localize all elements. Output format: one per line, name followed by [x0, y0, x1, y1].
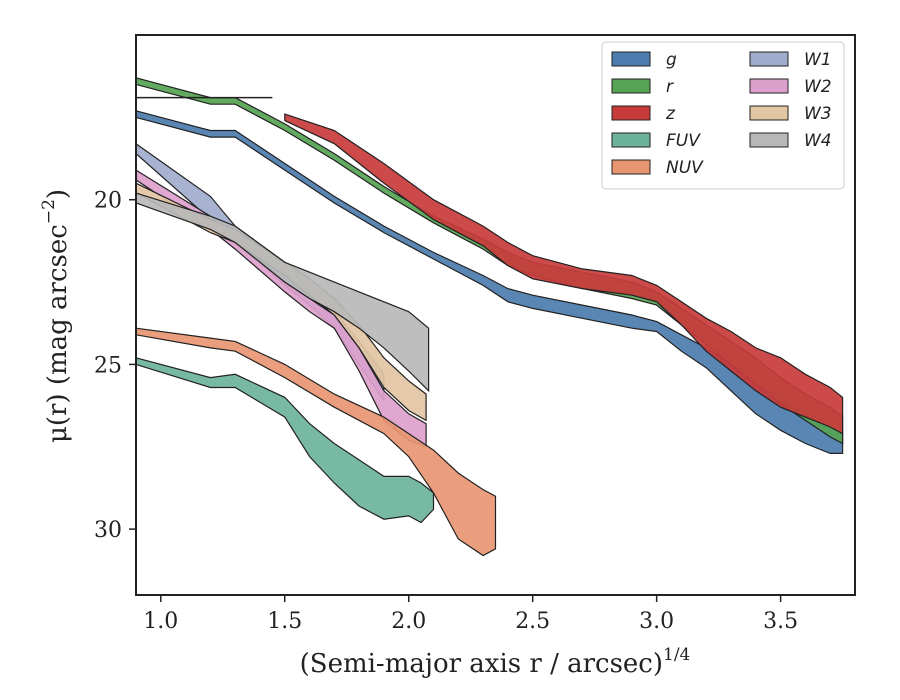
y-tick-label: 30 — [94, 518, 122, 543]
series-band-z — [284, 113, 844, 435]
legend-swatch-g — [611, 51, 651, 67]
y-tick-label: 20 — [94, 189, 122, 214]
legend-swatch-nuv — [611, 159, 651, 175]
y-axis-label-superscript: −2 — [39, 199, 59, 224]
legend-label-g: g — [666, 50, 677, 70]
legend-swatch-r — [611, 78, 651, 94]
y-axis: 20 25 30 — [94, 189, 136, 543]
y-axis-label-main: μ(r) (mag arcsec — [43, 224, 73, 443]
legend-label-z: z — [665, 104, 676, 124]
x-axis-label-main: (Semi-major axis r / arcsec) — [300, 649, 663, 679]
legend-label-r: r — [666, 77, 674, 97]
legend-label-w4: W4 — [804, 131, 832, 151]
legend-swatch-w1 — [749, 51, 789, 67]
legend-label-nuv: NUV — [666, 158, 704, 178]
plot-frame — [135, 34, 856, 596]
series-band-fuv — [135, 357, 435, 524]
series-band-w4 — [135, 192, 430, 393]
x-tick-label: 2.0 — [391, 609, 426, 634]
series-band-nuv — [135, 327, 497, 557]
y-axis-label-tail: ) — [43, 189, 73, 199]
x-axis-label: (Semi-major axis r / arcsec)1/4 — [300, 645, 691, 679]
series-band-g — [135, 110, 844, 454]
legend-label-fuv: FUV — [666, 131, 701, 151]
legend-label-w2: W2 — [804, 77, 832, 97]
legend-swatch-w3 — [749, 105, 789, 121]
series-layer — [135, 77, 844, 557]
x-tick-label: 1.5 — [267, 609, 302, 634]
legend-label-w1: W1 — [804, 50, 832, 70]
x-axis: 1.0 1.5 2.0 2.5 3.0 3.5 — [143, 595, 798, 634]
x-axis-label-superscript: 1/4 — [663, 645, 690, 665]
x-tick-label: 3.5 — [763, 609, 798, 634]
x-tick-label: 2.5 — [515, 609, 550, 634]
legend: grz FUV NUV W1 W2 W3 W4 — [601, 41, 845, 190]
legend-swatch-fuv — [611, 132, 651, 148]
y-axis-label: μ(r) (mag arcsec−2) — [39, 189, 73, 443]
x-tick-label: 1.0 — [143, 609, 178, 634]
legend-swatch-z — [611, 105, 651, 121]
y-tick-label: 25 — [94, 353, 122, 378]
legend-label-w3: W3 — [804, 104, 832, 124]
x-tick-label: 3.0 — [639, 609, 674, 634]
legend-swatch-w4 — [749, 132, 789, 148]
legend-swatch-w2 — [749, 78, 789, 94]
